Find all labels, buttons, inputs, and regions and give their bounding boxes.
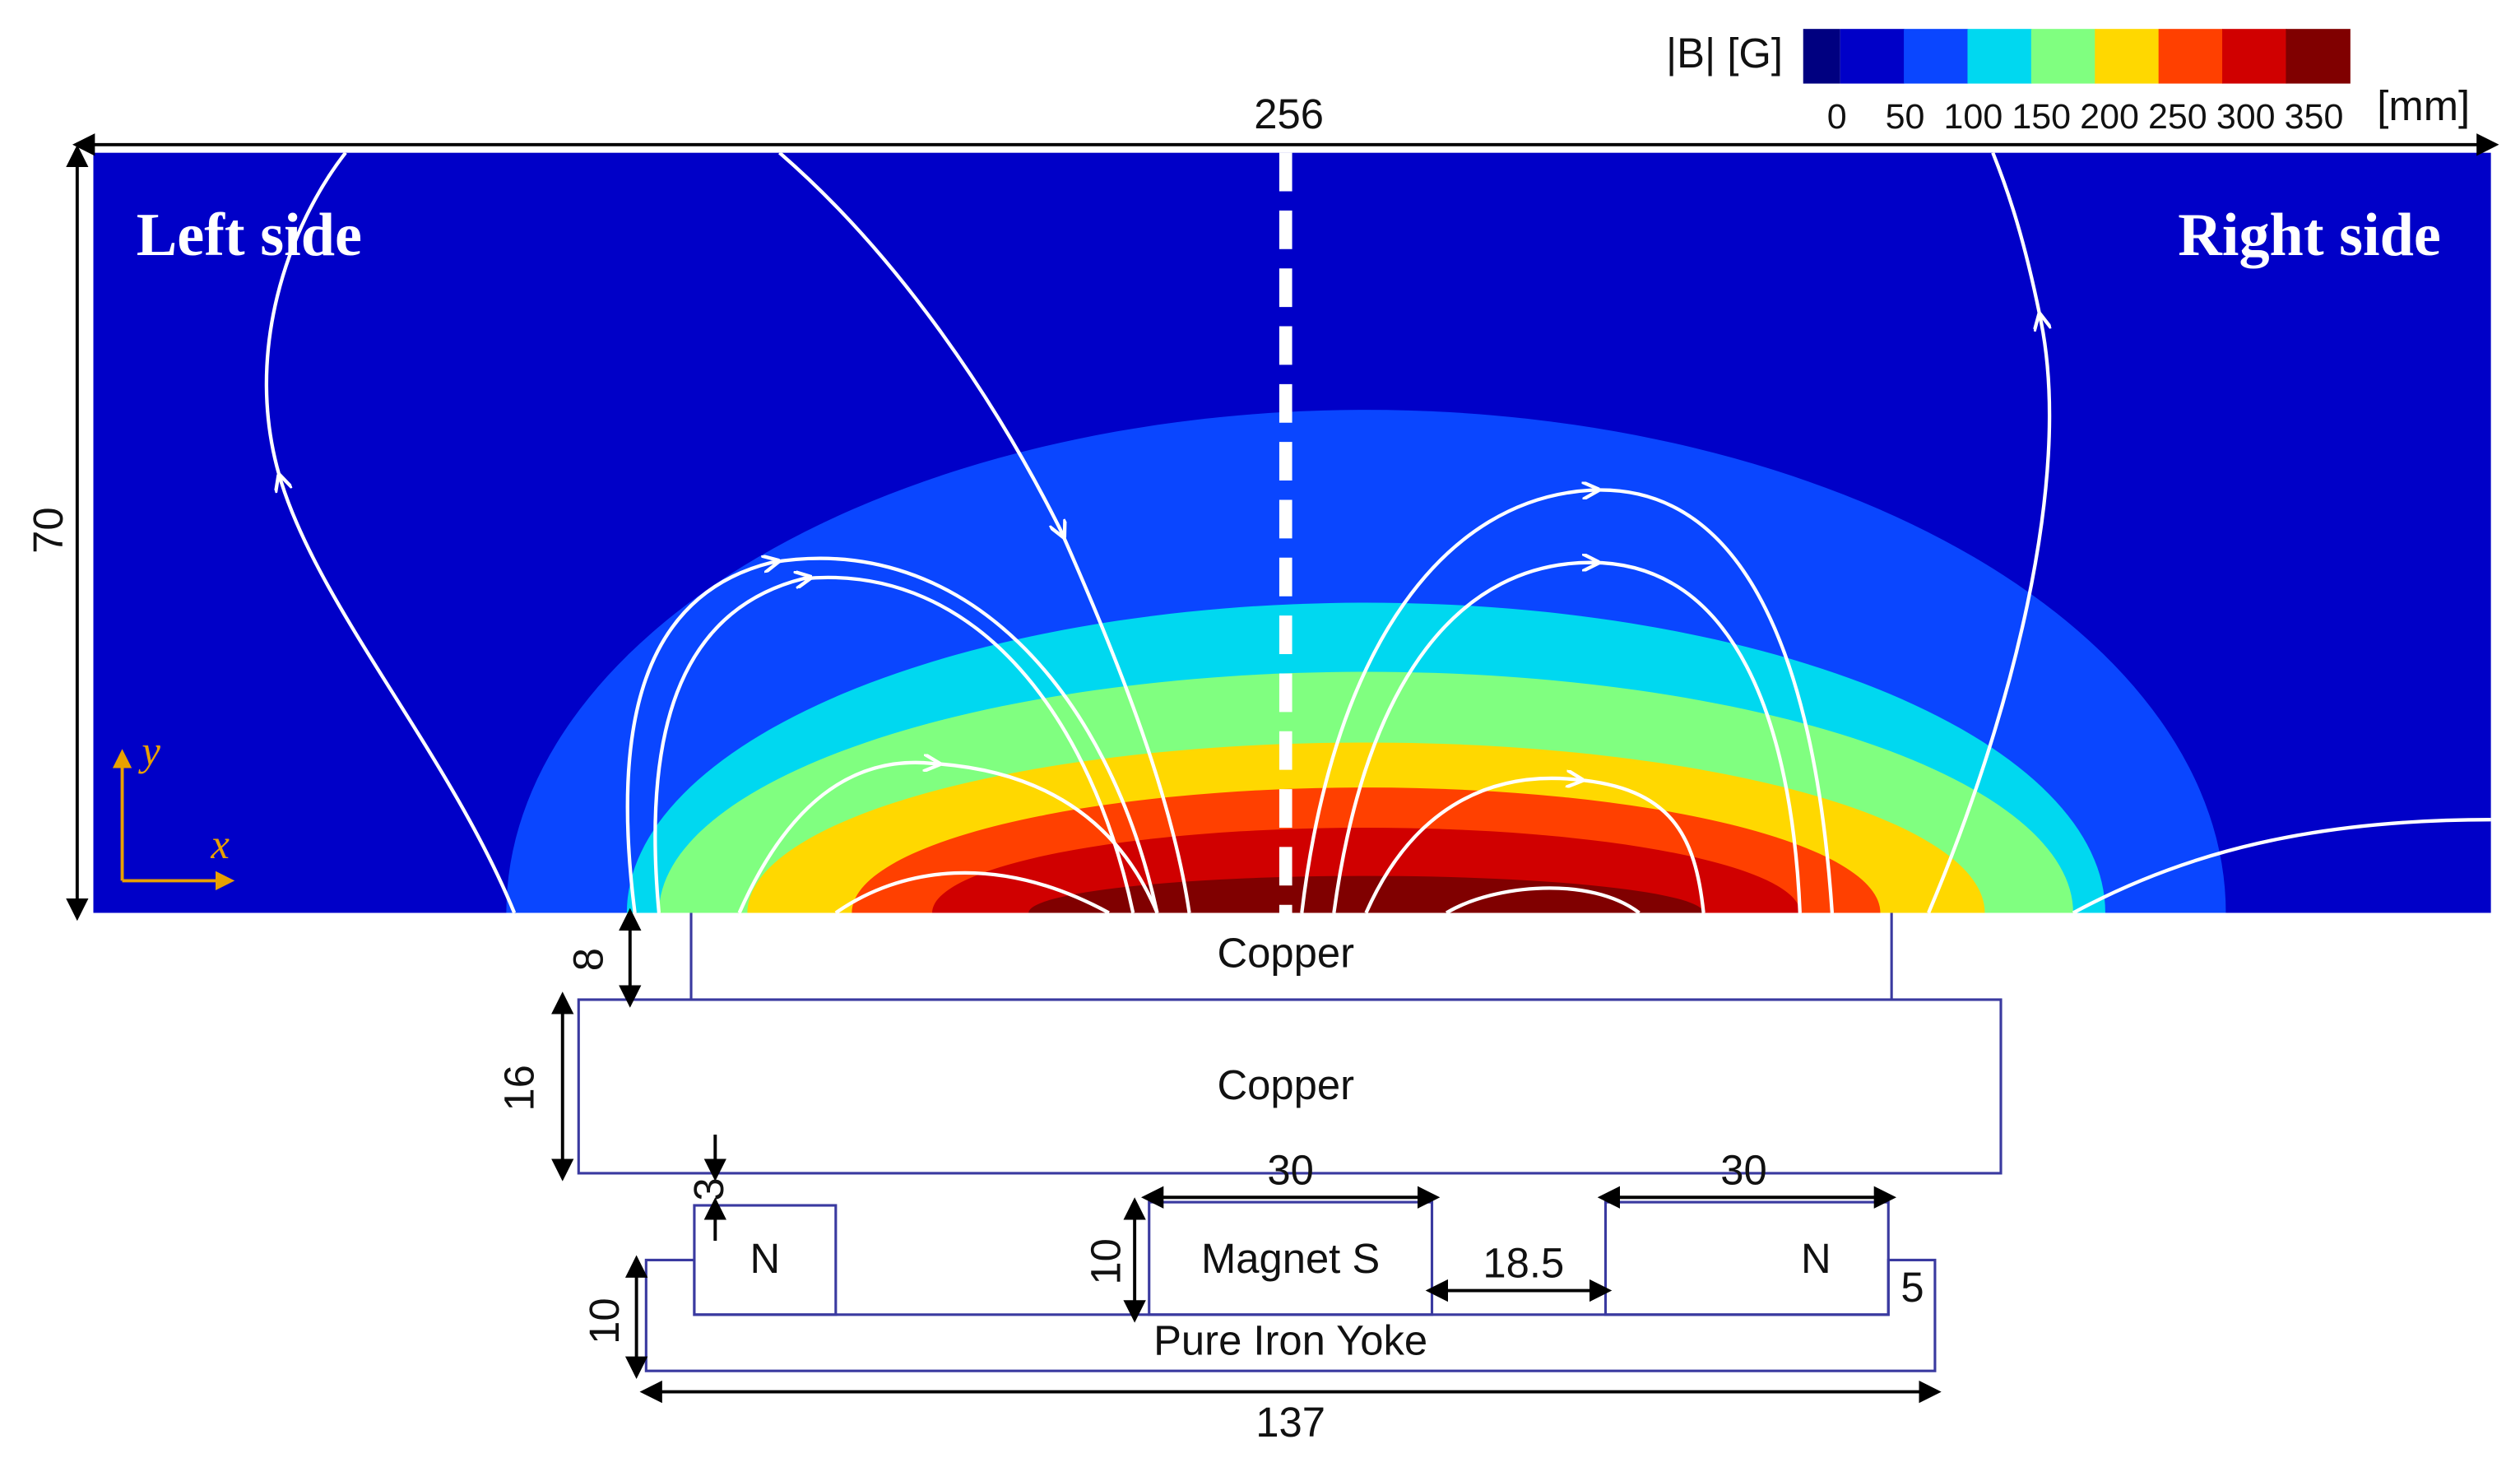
layer-label: Copper — [1217, 1061, 1354, 1108]
dim-label: 16 — [495, 1065, 542, 1111]
colorbar-tick-label: 200 — [2080, 97, 2139, 137]
colorbar-swatch — [2158, 29, 2224, 84]
copper-outline — [577, 998, 2003, 1175]
colorbar-label: |B| [G] — [1666, 30, 1783, 77]
axis-label: y — [137, 728, 160, 774]
dim-label: 3 — [685, 1177, 732, 1200]
colorbar-swatch — [1904, 29, 1969, 84]
colorbar-swatch — [2286, 29, 2351, 84]
colorbar-swatch — [2095, 29, 2160, 84]
colorbar-tick-label: 150 — [2012, 97, 2071, 137]
magnet-label: N — [1801, 1235, 1831, 1282]
axis-label: x — [210, 821, 230, 867]
side-label: Left side — [137, 202, 362, 269]
magnet-outline — [1603, 1200, 1890, 1316]
unit-label: [mm] — [2377, 82, 2470, 129]
layer-label: Copper — [1217, 930, 1354, 977]
dim-label: 30 — [1720, 1146, 1766, 1193]
colorbar-tick-label: 350 — [2285, 97, 2344, 137]
colorbar-swatch — [1803, 29, 1840, 84]
dim-label: 8 — [564, 948, 611, 971]
magnet-label: N — [750, 1235, 781, 1282]
side-label: Right side — [2178, 202, 2441, 269]
colorbar-swatch — [2222, 29, 2287, 84]
colorbar-tick-label: 50 — [1886, 97, 1925, 137]
dim-label: 18.5 — [1483, 1240, 1564, 1287]
colorbar-swatch — [1967, 29, 2032, 84]
dim-label: 70 — [25, 507, 72, 553]
yoke-label: Pure Iron Yoke — [1153, 1316, 1427, 1363]
dim-label: 10 — [1082, 1238, 1129, 1284]
colorbar-tick-label: 0 — [1827, 97, 1847, 137]
colorbar-tick-label: 300 — [2216, 97, 2276, 137]
magnet-label: Magnet S — [1201, 1235, 1380, 1282]
colorbar-tick-label: 100 — [1944, 97, 2003, 137]
field-band — [1028, 875, 1704, 913]
colorbar-swatch — [1840, 29, 1905, 84]
streamlines — [264, 152, 2491, 913]
dim-label: 5 — [1900, 1264, 1924, 1311]
copper-outline — [689, 912, 1893, 1000]
dim-label: 137 — [1255, 1399, 1325, 1446]
colorbar-swatch — [2030, 29, 2096, 84]
dim-label: 30 — [1267, 1146, 1313, 1193]
dim-label: 256 — [1254, 91, 1324, 137]
colorbar-tick-label: 250 — [2148, 97, 2207, 137]
dim-label: 10 — [581, 1298, 628, 1344]
colorbar: 0 50 100 150 200 250 300 350 — [1803, 29, 2351, 137]
yoke-outline — [644, 1258, 1937, 1372]
